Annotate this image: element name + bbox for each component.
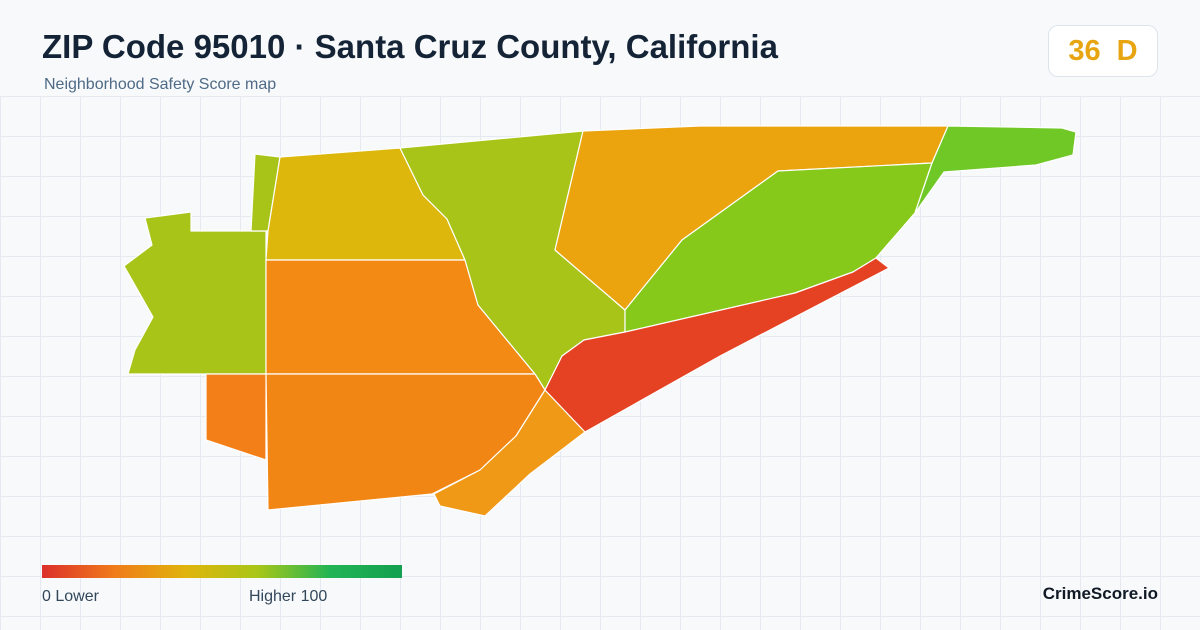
safety-score-value: 36 xyxy=(1068,34,1101,67)
map-region-coastal[interactable] xyxy=(544,257,890,433)
page-subtitle: Neighborhood Safety Score map xyxy=(44,76,277,93)
map-region-south-tip[interactable] xyxy=(433,389,586,517)
legend-gradient-bar xyxy=(42,565,402,578)
safety-grade: D xyxy=(1116,34,1138,67)
map-region-southwest[interactable] xyxy=(205,373,267,461)
brand-logo-text: CrimeScore.io xyxy=(1042,584,1158,603)
safety-score-badge: 36 D xyxy=(1048,25,1158,77)
legend-low-label: 0 Lower xyxy=(42,588,99,605)
map-region-west[interactable] xyxy=(123,211,267,375)
page-title: ZIP Code 95010 · Santa Cruz County, Cali… xyxy=(42,28,778,65)
legend-high-label: Higher 100 xyxy=(249,588,328,605)
map-region-far-east[interactable] xyxy=(875,125,1077,259)
